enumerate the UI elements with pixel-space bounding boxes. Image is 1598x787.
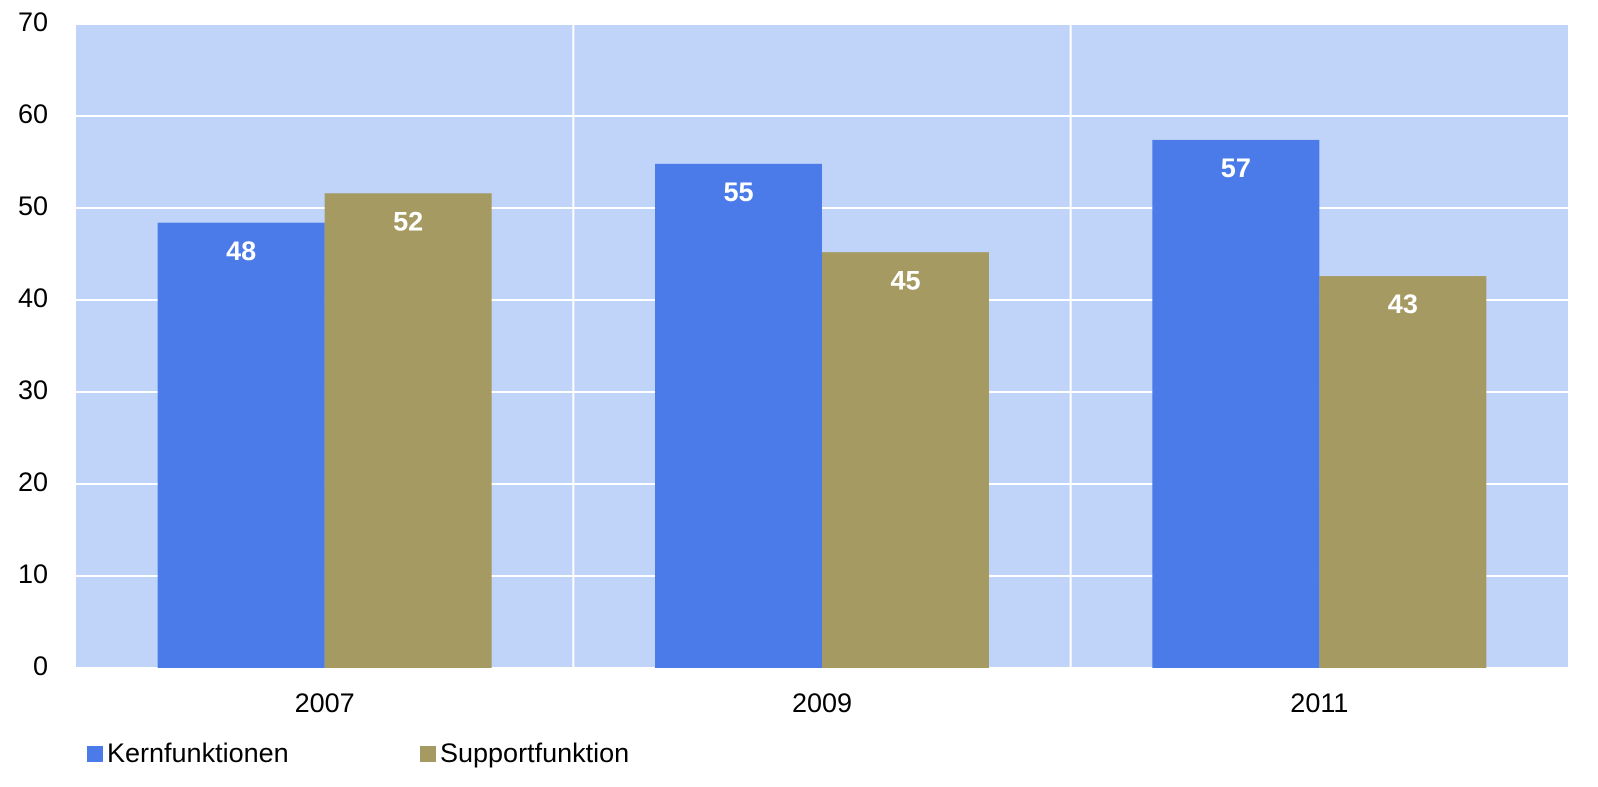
bar bbox=[655, 163, 822, 668]
bar bbox=[1319, 276, 1487, 668]
y-tick-label: 40 bbox=[18, 283, 48, 313]
y-tick-label: 20 bbox=[18, 467, 48, 497]
value-label: 57 bbox=[1221, 153, 1251, 183]
value-label: 52 bbox=[393, 206, 423, 236]
value-label: 48 bbox=[226, 236, 256, 266]
x-tick-label: 2007 bbox=[295, 688, 355, 718]
y-tick-label: 60 bbox=[18, 99, 48, 129]
legend-swatch bbox=[420, 746, 436, 762]
y-tick-label: 10 bbox=[18, 559, 48, 589]
legend-label: Supportfunktion bbox=[440, 738, 629, 768]
x-tick-label: 2011 bbox=[1290, 688, 1348, 718]
bar bbox=[324, 193, 492, 668]
y-tick-label: 0 bbox=[33, 651, 48, 681]
x-tick-label: 2009 bbox=[792, 688, 852, 718]
y-tick-label: 70 bbox=[18, 7, 48, 37]
bar bbox=[822, 252, 989, 668]
bar bbox=[157, 222, 325, 668]
legend-swatch bbox=[87, 746, 103, 762]
value-label: 43 bbox=[1388, 289, 1418, 319]
value-label: 45 bbox=[890, 265, 920, 295]
y-tick-label: 50 bbox=[18, 191, 48, 221]
value-label: 55 bbox=[723, 177, 753, 207]
legend-label: Kernfunktionen bbox=[107, 738, 289, 768]
y-tick-label: 30 bbox=[18, 375, 48, 405]
bar bbox=[1152, 139, 1320, 669]
